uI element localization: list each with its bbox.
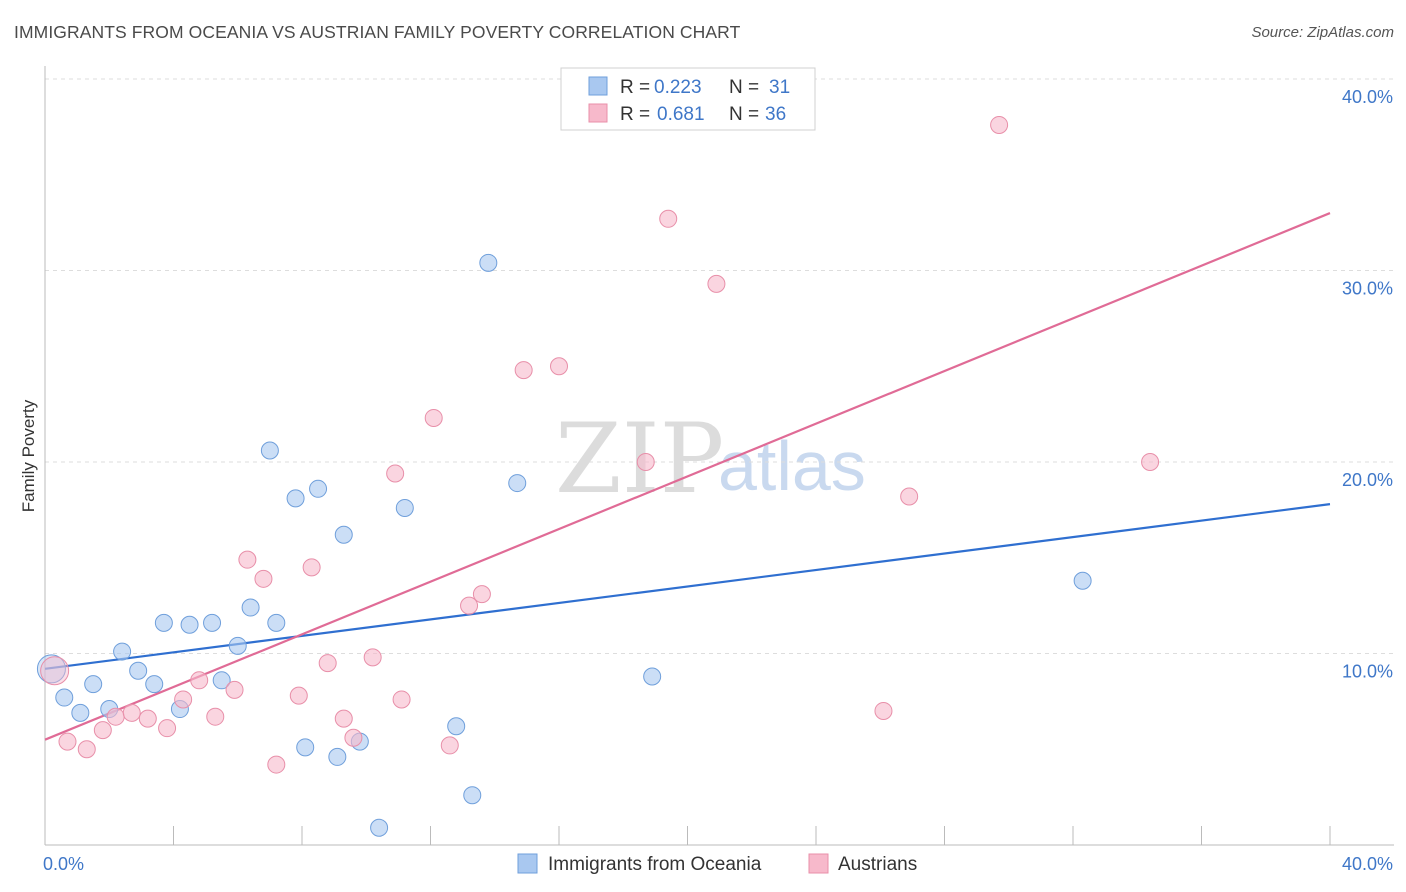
point-austrians-8 (174, 690, 193, 709)
point-austrians-30 (659, 209, 678, 228)
legend-swatch-blue (588, 76, 608, 96)
point-austrians-25 (460, 596, 479, 615)
point-oceania-25 (447, 717, 466, 736)
point-austrians-3 (93, 721, 112, 740)
point-austrians-35 (1141, 453, 1160, 471)
point-austrians-15 (289, 686, 308, 705)
point-oceania-14 (241, 598, 260, 617)
point-austrians-18 (334, 709, 353, 728)
trend-lines (44, 212, 1331, 741)
point-oceania-5 (113, 642, 132, 661)
point-oceania-11 (203, 613, 222, 632)
y-tick-label-3: 40.0% (1342, 87, 1393, 107)
point-austrians-10 (206, 707, 225, 726)
point-austrians-19 (344, 728, 363, 747)
legend-n-value-pink: 36 (765, 104, 786, 125)
point-austrians-22 (392, 690, 411, 709)
legend-n-label-blue: N = (729, 77, 759, 98)
legend-r-value-blue: 0.223 (654, 77, 702, 98)
point-austrians-26 (472, 585, 491, 604)
y-axis-title: Family Poverty (19, 399, 38, 512)
data-points (36, 115, 1160, 837)
point-austrians-17 (318, 654, 337, 673)
point-oceania-2 (71, 703, 90, 722)
point-oceania-13 (228, 636, 247, 655)
point-austrians-27 (514, 361, 533, 380)
point-austrians-11 (225, 680, 244, 699)
watermark: ZIP atlas (555, 403, 866, 515)
point-oceania-10 (180, 615, 199, 634)
point-oceania-3 (84, 675, 103, 694)
point-austrians-20 (363, 648, 382, 667)
point-austrians-13 (254, 569, 273, 588)
point-oceania-8 (154, 613, 173, 632)
series-legend-label-oceania: Immigrants from Oceania (548, 854, 762, 875)
point-austrians-29 (636, 453, 655, 471)
point-oceania-29 (643, 667, 662, 686)
point-oceania-18 (296, 738, 315, 757)
point-austrians-28 (550, 357, 568, 376)
x-tick-label-1: 40.0% (1342, 854, 1393, 874)
point-austrians-24 (440, 736, 459, 755)
point-oceania-6 (129, 661, 148, 680)
point-austrians-1 (58, 732, 77, 751)
point-austrians-32 (874, 701, 893, 720)
legend-swatch-pink (588, 103, 608, 123)
point-austrians-31 (707, 274, 726, 293)
point-austrians-34 (990, 115, 1009, 134)
axes (44, 66, 1394, 846)
point-austrians-12 (238, 550, 257, 569)
legend-r-label-pink: R = (620, 104, 650, 125)
y-tick-label-0: 10.0% (1342, 662, 1393, 682)
point-oceania-27 (479, 253, 498, 272)
x-tick-label-0: 0.0% (43, 854, 84, 874)
tick-labels: 10.0% 20.0% 30.0% 40.0% 0.0% 40.0% (43, 87, 1393, 874)
y-tick-label-2: 30.0% (1342, 279, 1393, 299)
legend-r-label-blue: R = (620, 77, 650, 98)
point-austrians-7 (158, 719, 177, 738)
point-oceania-21 (334, 525, 353, 544)
point-austrians-14 (267, 755, 286, 774)
watermark-atlas: atlas (718, 427, 866, 505)
point-oceania-7 (145, 675, 164, 694)
point-oceania-16 (267, 613, 286, 632)
point-austrians-21 (386, 464, 405, 483)
trend-line-austrians (44, 212, 1331, 741)
point-austrians-0 (40, 656, 70, 686)
point-austrians-5 (122, 703, 141, 722)
point-oceania-12 (212, 671, 231, 690)
legend-n-label-pink: N = (729, 104, 759, 125)
point-austrians-6 (138, 709, 157, 728)
series-legend-swatch-austrians (808, 853, 829, 874)
chart-source: Source: ZipAtlas.com (1251, 24, 1394, 41)
stats-legend: R = 0.223 N = 31 R = 0.681 N = 36 (560, 67, 816, 131)
legend-n-value-blue: 31 (769, 77, 790, 98)
point-oceania-20 (328, 747, 347, 766)
point-oceania-28 (508, 474, 527, 493)
point-austrians-2 (77, 740, 96, 759)
point-austrians-33 (900, 487, 919, 506)
point-oceania-19 (309, 479, 328, 498)
point-austrians-16 (302, 558, 321, 577)
trend-line-oceania (44, 503, 1331, 670)
point-austrians-9 (190, 671, 209, 690)
point-oceania-17 (286, 489, 305, 508)
point-oceania-30 (1073, 571, 1092, 590)
point-oceania-23 (370, 818, 389, 837)
series-legend-swatch-oceania (517, 853, 538, 874)
point-oceania-15 (260, 441, 279, 460)
point-oceania-24 (395, 498, 414, 517)
point-austrians-23 (424, 408, 443, 427)
legend-r-value-pink: 0.681 (657, 104, 705, 125)
chart-title: IMMIGRANTS FROM OCEANIA VS AUSTRIAN FAMI… (14, 22, 741, 42)
point-austrians-4 (106, 707, 125, 726)
point-oceania-26 (463, 786, 482, 805)
point-oceania-1 (55, 688, 74, 707)
series-legend: Immigrants from Oceania Austrians (517, 853, 917, 875)
y-tick-label-1: 20.0% (1342, 470, 1393, 490)
series-legend-label-austrians: Austrians (838, 854, 917, 875)
